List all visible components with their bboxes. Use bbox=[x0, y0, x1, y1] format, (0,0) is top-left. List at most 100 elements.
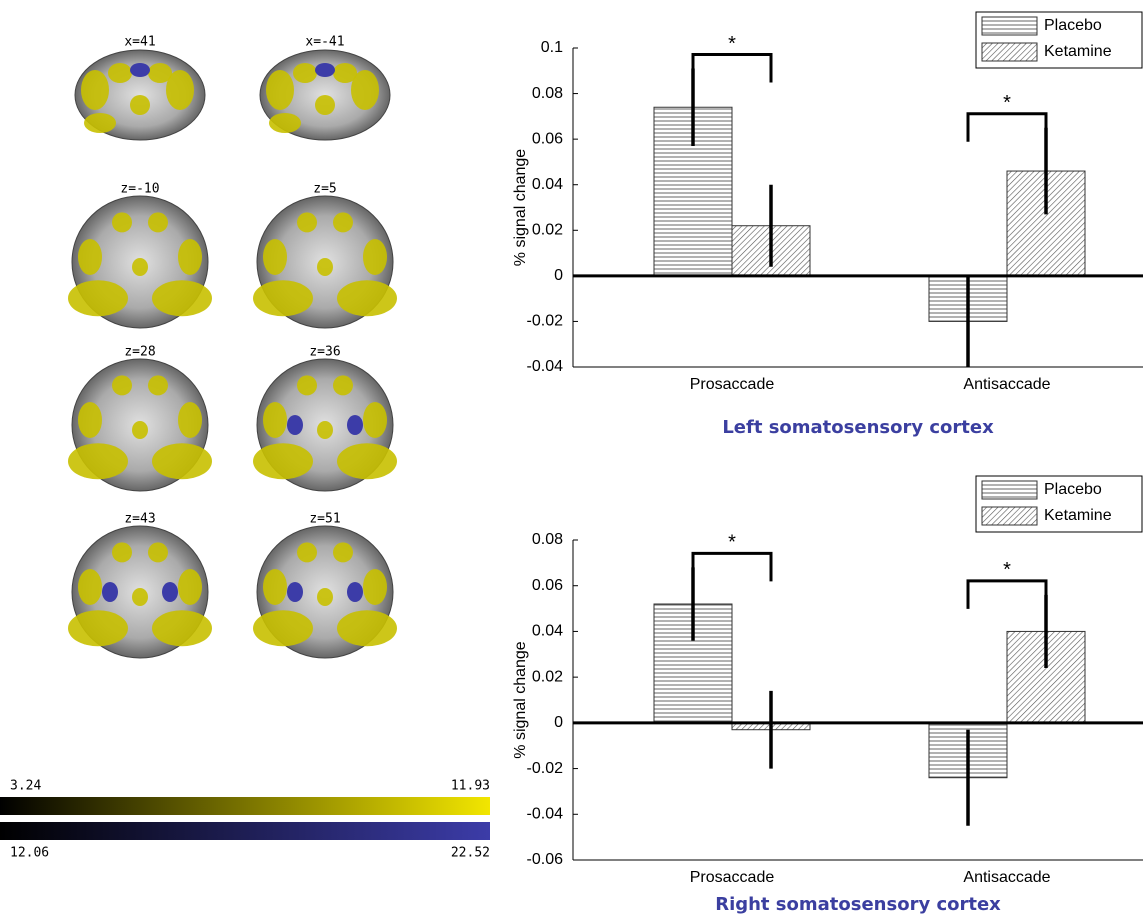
activation-blue bbox=[130, 63, 150, 77]
y-tick-label: 0 bbox=[554, 714, 563, 731]
activation-yellow bbox=[152, 443, 212, 479]
activation-yellow bbox=[317, 421, 333, 439]
activation-yellow bbox=[293, 63, 317, 83]
activation-yellow bbox=[337, 280, 397, 316]
y-tick-label: 0.1 bbox=[541, 39, 563, 56]
activation-yellow bbox=[132, 588, 148, 606]
y-axis-label: % signal change bbox=[512, 149, 529, 267]
y-tick-label: -0.04 bbox=[527, 806, 564, 823]
legend-label: Placebo bbox=[1044, 481, 1102, 498]
legend-swatch bbox=[982, 17, 1037, 35]
y-tick-label: 0.02 bbox=[532, 222, 563, 239]
y-tick-label: 0.06 bbox=[532, 577, 563, 594]
significance-star: * bbox=[728, 532, 736, 554]
activation-yellow bbox=[337, 443, 397, 479]
slice-label: z=5 bbox=[313, 182, 336, 197]
legend-swatch bbox=[982, 507, 1037, 525]
activation-yellow bbox=[266, 70, 294, 110]
activation-yellow bbox=[333, 63, 357, 83]
activation-blue bbox=[347, 582, 363, 602]
slice-label: x=41 bbox=[124, 35, 155, 50]
activation-yellow bbox=[333, 542, 353, 562]
activation-blue bbox=[287, 582, 303, 602]
legend-swatch bbox=[982, 43, 1037, 61]
activation-yellow bbox=[152, 280, 212, 316]
colorbar bbox=[0, 797, 490, 815]
activation-yellow bbox=[68, 280, 128, 316]
activation-yellow bbox=[78, 402, 102, 438]
legend-swatch bbox=[982, 481, 1037, 499]
colorbar-max: 11.93 bbox=[451, 779, 490, 794]
activation-yellow bbox=[178, 239, 202, 275]
y-tick-label: -0.06 bbox=[527, 851, 564, 868]
activation-yellow bbox=[297, 542, 317, 562]
activation-yellow bbox=[269, 113, 301, 133]
legend-label: Placebo bbox=[1044, 17, 1102, 34]
slice-label: z=43 bbox=[124, 512, 155, 527]
activation-blue bbox=[287, 415, 303, 435]
significance-bracket bbox=[968, 581, 1046, 609]
significance-star: * bbox=[1003, 92, 1011, 114]
x-tick-label: Prosaccade bbox=[690, 376, 775, 393]
chart-title: Left somatosensory cortex bbox=[722, 417, 994, 438]
colorbar bbox=[0, 822, 490, 840]
significance-star: * bbox=[1003, 559, 1011, 581]
activation-yellow bbox=[108, 63, 132, 83]
y-tick-label: 0.04 bbox=[532, 176, 563, 193]
activation-yellow bbox=[253, 443, 313, 479]
y-tick-label: 0.06 bbox=[532, 130, 563, 147]
activation-yellow bbox=[253, 280, 313, 316]
activation-yellow bbox=[178, 569, 202, 605]
legend-label: Ketamine bbox=[1044, 507, 1112, 524]
activation-yellow bbox=[337, 610, 397, 646]
activation-yellow bbox=[78, 569, 102, 605]
activation-yellow bbox=[263, 402, 287, 438]
activation-yellow bbox=[130, 95, 150, 115]
activation-yellow bbox=[148, 212, 168, 232]
y-tick-label: 0.08 bbox=[532, 531, 563, 548]
activation-yellow bbox=[148, 63, 172, 83]
activation-yellow bbox=[112, 542, 132, 562]
activation-yellow bbox=[263, 569, 287, 605]
activation-yellow bbox=[317, 588, 333, 606]
activation-yellow bbox=[84, 113, 116, 133]
activation-blue bbox=[347, 415, 363, 435]
activation-yellow bbox=[317, 258, 333, 276]
activation-yellow bbox=[253, 610, 313, 646]
activation-yellow bbox=[152, 610, 212, 646]
colorbar-min: 12.06 bbox=[10, 846, 49, 861]
significance-bracket bbox=[693, 55, 771, 83]
activation-blue bbox=[162, 582, 178, 602]
activation-yellow bbox=[68, 443, 128, 479]
colorbar-max: 22.52 bbox=[451, 846, 490, 861]
colorbar-min: 3.24 bbox=[10, 779, 41, 794]
activation-yellow bbox=[148, 542, 168, 562]
activation-yellow bbox=[263, 239, 287, 275]
y-tick-label: -0.04 bbox=[527, 358, 564, 375]
activation-yellow bbox=[178, 402, 202, 438]
activation-yellow bbox=[132, 258, 148, 276]
activation-yellow bbox=[333, 375, 353, 395]
activation-yellow bbox=[81, 70, 109, 110]
y-tick-label: -0.02 bbox=[527, 760, 564, 777]
activation-blue bbox=[315, 63, 335, 77]
x-tick-label: Antisaccade bbox=[963, 869, 1050, 886]
activation-yellow bbox=[363, 239, 387, 275]
figure: x=41x=-41z=-10z=5z=28z=36z=43z=513.2411.… bbox=[0, 0, 1143, 918]
activation-yellow bbox=[297, 212, 317, 232]
y-tick-label: 0 bbox=[554, 267, 563, 284]
y-axis-label: % signal change bbox=[512, 641, 529, 759]
significance-bracket bbox=[968, 114, 1046, 142]
activation-yellow bbox=[148, 375, 168, 395]
y-tick-label: 0.02 bbox=[532, 668, 563, 685]
activation-yellow bbox=[297, 375, 317, 395]
activation-yellow bbox=[363, 569, 387, 605]
activation-yellow bbox=[112, 212, 132, 232]
y-tick-label: -0.02 bbox=[527, 313, 564, 330]
x-tick-label: Prosaccade bbox=[690, 869, 775, 886]
activation-yellow bbox=[68, 610, 128, 646]
y-tick-label: 0.08 bbox=[532, 85, 563, 102]
slice-label: z=28 bbox=[124, 345, 155, 360]
slice-label: z=51 bbox=[309, 512, 340, 527]
activation-yellow bbox=[315, 95, 335, 115]
